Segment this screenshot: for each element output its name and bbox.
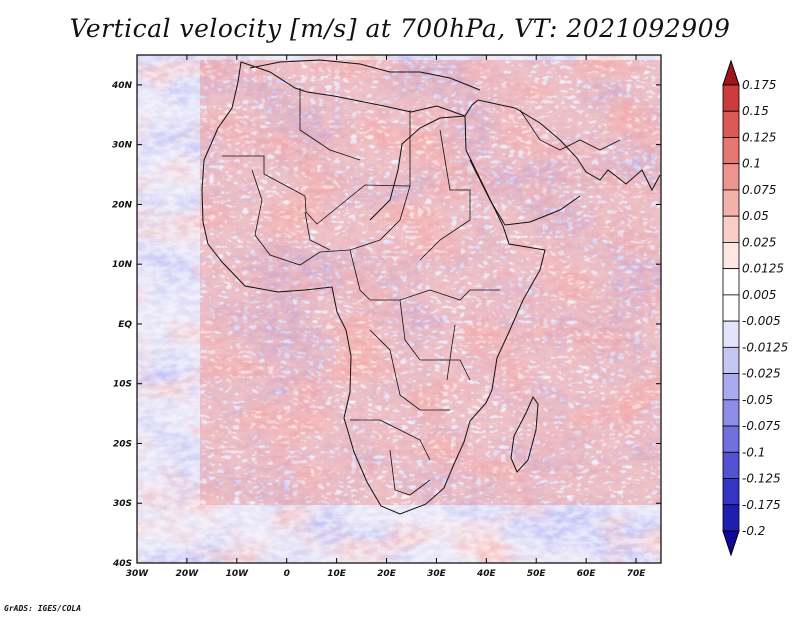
colorbar-segment <box>722 373 740 401</box>
map-axes: 30W 20W 10W 0 10E 20E 30E 40E 50E 60E 70E 40N 30N 20N… <box>111 55 661 579</box>
y-tick-label: 10S <box>113 380 132 390</box>
colorbar-label: -0.175 <box>742 498 781 512</box>
software-credit: GrADS: IGES/COLA <box>4 604 82 613</box>
y-tick-label: EQ <box>118 320 132 330</box>
colorbar-segment <box>722 504 740 532</box>
x-tick-label: 40E <box>476 569 497 579</box>
colorbar-label: -0.075 <box>742 419 781 433</box>
colorbar-label: -0.025 <box>742 367 781 381</box>
y-tick-label: 20N <box>112 200 133 210</box>
colorbar-segment <box>722 268 740 296</box>
y-tick-label: 30N <box>112 141 133 151</box>
colorbar-segment <box>722 110 740 138</box>
colorbar-segment <box>722 189 740 217</box>
colorbar-label: -0.1 <box>742 445 765 459</box>
x-tick-label: 20W <box>176 569 200 579</box>
colorbar-label: 0.15 <box>742 104 769 118</box>
colorbar-label: 0.125 <box>742 130 776 144</box>
colorbar-segment <box>722 399 740 427</box>
colorbar-segment <box>722 163 740 191</box>
y-tick-label: 40N <box>111 81 133 91</box>
y-tick-label: 20S <box>113 439 132 449</box>
colorbar-label: -0.0125 <box>742 340 788 354</box>
colorbar-label: 0.175 <box>742 78 776 92</box>
chart-title: Vertical velocity [m/s] at 700hPa, VT: 2… <box>69 14 731 43</box>
y-tick-label: 30S <box>113 499 132 509</box>
colorbar-label: -0.125 <box>742 472 781 486</box>
coastlines <box>201 59 661 515</box>
x-tick-label: 20E <box>377 569 397 579</box>
colorbar-label: -0.005 <box>742 314 781 328</box>
colorbar-bottom-arrow <box>722 530 740 557</box>
colorbar-segment <box>722 320 740 348</box>
colorbar-label: 0.05 <box>742 209 769 223</box>
land-texture <box>200 60 660 505</box>
x-tick-label: 10W <box>226 569 250 579</box>
colorbar-segment <box>722 215 740 243</box>
colorbar-label: 0.005 <box>742 288 776 302</box>
y-tick-label: 40S <box>112 559 132 569</box>
y-tick-label: 10N <box>112 260 133 270</box>
x-tick-label: 10E <box>327 569 347 579</box>
colorbar-label: 0.1 <box>742 157 761 171</box>
colorbar-segment <box>722 242 740 270</box>
colorbar-label: 0.0125 <box>742 262 784 276</box>
colorbar-label: 0.025 <box>742 235 776 249</box>
plot-frame <box>136 54 662 564</box>
x-tick-label: 60E <box>577 569 597 579</box>
colorbar-segment <box>722 294 740 322</box>
colorbar-segment <box>722 346 740 374</box>
x-tick-label: 50E <box>527 569 547 579</box>
x-tick-label: 0 <box>284 569 290 579</box>
colorbar-segment <box>722 478 740 506</box>
colorbar: 0.175 0.15 0.125 0.1 0.075 0.05 0.025 0.0125 0.0… <box>722 59 788 557</box>
colorbar-label: 0.075 <box>742 183 776 197</box>
colorbar-segment <box>722 137 740 165</box>
velocity-field <box>137 55 661 563</box>
colorbar-segment <box>722 84 740 112</box>
colorbar-label: -0.05 <box>742 393 773 407</box>
colorbar-segment <box>722 425 740 453</box>
x-tick-label: 30W <box>126 569 150 579</box>
colorbar-segment <box>722 451 740 479</box>
colorbar-label: -0.2 <box>742 524 765 538</box>
country-borders <box>222 88 621 496</box>
x-tick-label: 30E <box>427 569 447 579</box>
colorbar-top-arrow <box>722 59 740 86</box>
x-tick-label: 70E <box>627 569 647 579</box>
